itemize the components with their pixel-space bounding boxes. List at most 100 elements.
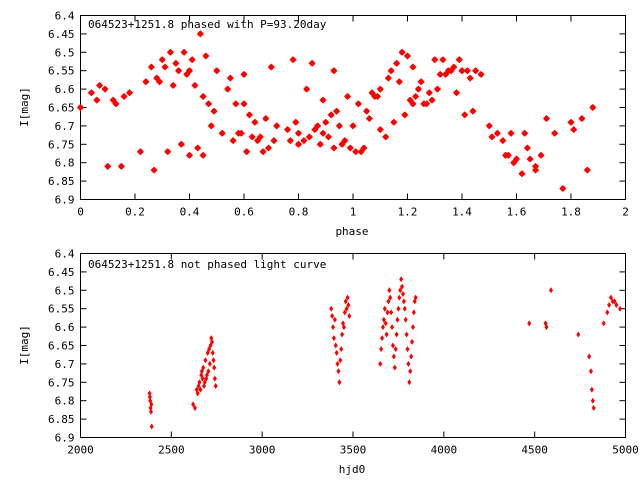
- phased-data-point: [390, 118, 398, 126]
- phased-data-point: [166, 48, 174, 56]
- phased-data-point: [126, 89, 134, 97]
- phased-data-point: [319, 96, 327, 104]
- unphased-data-point: [405, 346, 410, 353]
- unphased-x-tick-label: 3500: [340, 444, 367, 457]
- phased-data-point: [117, 162, 125, 170]
- unphased-data-point: [589, 386, 594, 393]
- phased-data-point: [513, 155, 520, 163]
- phased-data-point: [499, 137, 507, 145]
- phased-data-point: [493, 129, 501, 137]
- unphased-data-point: [210, 349, 215, 356]
- phased-data-point: [436, 70, 444, 78]
- phased-data-point: [213, 67, 221, 75]
- phased-data-point: [77, 104, 84, 111]
- unphased-x-tick-label: 2500: [158, 444, 185, 457]
- phased-data-point: [409, 100, 417, 108]
- phased-data-point: [207, 122, 215, 130]
- unphased-data-point: [614, 302, 619, 309]
- unphased-data-point: [346, 302, 351, 309]
- phased-data-point: [120, 93, 128, 100]
- phased-x-tick-label: 0.2: [125, 206, 145, 219]
- unphased-data-point: [406, 360, 411, 367]
- phased-data-point: [477, 70, 485, 78]
- unphased-x-tick-label: 2000: [67, 444, 94, 457]
- unphased-data-point: [380, 335, 385, 342]
- unphased-data-point: [147, 394, 152, 401]
- phased-data-point: [147, 63, 155, 71]
- unphased-data-point: [409, 353, 414, 360]
- phased-data-points: [77, 30, 597, 192]
- unphased-y-tick-label: 6.55: [48, 303, 75, 316]
- unphased-data-point: [334, 349, 339, 356]
- phased-data-point: [303, 85, 311, 93]
- unphased-y-tick-label: 6.5: [55, 284, 75, 297]
- unphased-data-point: [587, 353, 592, 360]
- unphased-data-point: [407, 379, 412, 386]
- phased-data-point: [136, 148, 144, 156]
- phased-data-point: [578, 115, 586, 122]
- phased-data-point: [466, 74, 474, 82]
- unphased-data-point: [396, 305, 401, 312]
- phased-x-tick-label: 0: [77, 206, 84, 219]
- phased-data-point: [401, 111, 409, 119]
- phased-y-tick-label: 6.65: [48, 102, 75, 115]
- unphased-data-point: [207, 360, 212, 367]
- phased-data-point: [409, 63, 417, 71]
- phased-data-point: [461, 111, 469, 119]
- phased-data-point: [295, 140, 302, 148]
- phased-data-point: [205, 100, 213, 108]
- phased-chart-title: 064523+1251.8 phased with P=93.20day: [88, 18, 327, 31]
- unphased-x-tick-label: 4500: [521, 444, 548, 457]
- phased-data-point: [256, 133, 264, 141]
- unphased-data-point: [192, 405, 197, 412]
- phased-data-point: [472, 67, 480, 75]
- phased-data-point: [248, 133, 256, 141]
- phased-y-tick-label: 6.75: [48, 138, 75, 151]
- unphased-y-tick-label: 6.8: [55, 395, 75, 408]
- phased-data-point: [521, 129, 529, 137]
- unphased-data-point: [345, 294, 350, 301]
- unphased-data-point: [382, 305, 387, 312]
- unphased-data-point: [341, 324, 346, 331]
- unphased-y-tick-label: 6.85: [48, 413, 75, 426]
- phased-data-point: [335, 122, 343, 130]
- phased-data-point: [488, 133, 496, 141]
- unphased-data-point: [212, 375, 217, 382]
- phased-data-point: [316, 140, 324, 148]
- phased-data-point: [194, 144, 202, 152]
- unphased-data-point: [527, 320, 532, 327]
- unphased-data-point: [347, 313, 352, 320]
- phased-data-point: [196, 30, 204, 38]
- unphased-y-tick-label: 6.7: [55, 358, 75, 371]
- phased-data-point: [395, 78, 403, 86]
- unphased-data-point: [378, 360, 383, 367]
- phased-x-tick-label: 1: [350, 206, 357, 219]
- unphased-data-point: [335, 360, 340, 367]
- phased-data-point: [273, 122, 281, 130]
- unphased-data-point: [395, 316, 400, 323]
- phased-data-point: [532, 166, 540, 174]
- unphased-data-point: [201, 364, 206, 371]
- phased-data-point: [589, 104, 597, 111]
- phased-data-point: [292, 118, 300, 126]
- phased-data-point: [295, 129, 302, 137]
- unphased-y-tick-label: 6.9: [55, 432, 75, 445]
- unphased-y-tick-label: 6.6: [55, 321, 75, 334]
- phased-data-point: [363, 107, 371, 115]
- unphased-data-point: [388, 294, 393, 301]
- unphased-data-point: [588, 368, 593, 375]
- phased-data-point: [186, 151, 193, 159]
- phased-data-point: [202, 52, 210, 60]
- phased-data-point: [543, 115, 550, 122]
- phased-data-point: [537, 151, 545, 159]
- phased-data-point: [393, 59, 401, 67]
- unphased-data-point: [401, 298, 406, 305]
- phased-data-point: [428, 96, 436, 104]
- unphased-data-point: [343, 298, 348, 305]
- unphased-data-point: [387, 287, 392, 294]
- unphased-y-tick-label: 6.65: [48, 340, 75, 353]
- phased-data-point: [188, 56, 196, 64]
- phased-data-point: [267, 63, 275, 71]
- unphased-data-point: [330, 313, 335, 320]
- phased-data-point: [344, 93, 352, 100]
